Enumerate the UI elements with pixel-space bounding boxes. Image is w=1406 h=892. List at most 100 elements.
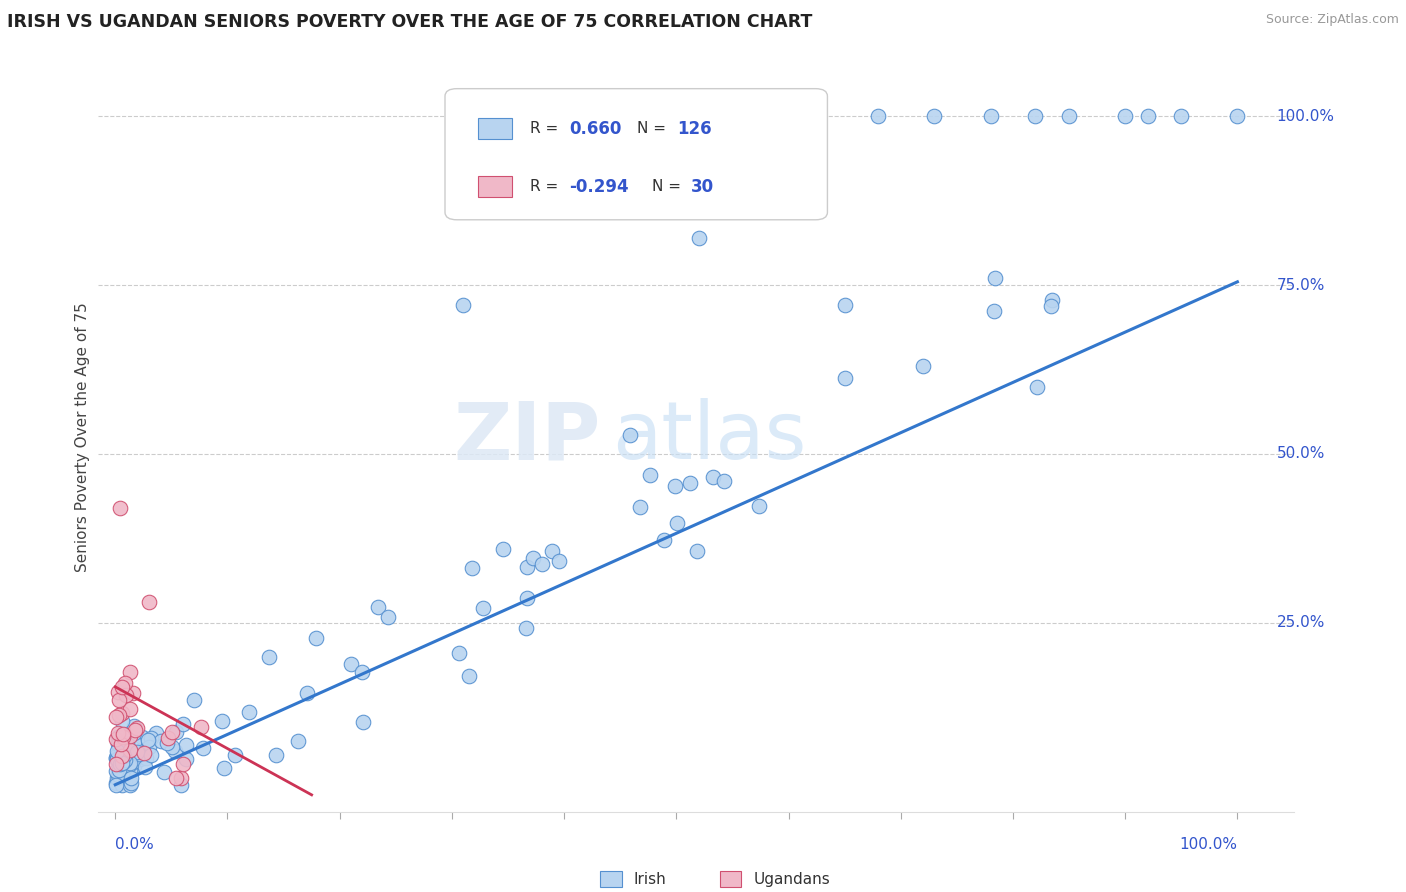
Point <box>108 764 131 779</box>
Point <box>713 474 735 488</box>
Point <box>516 591 538 605</box>
Point <box>105 732 128 747</box>
Point <box>451 298 474 312</box>
Point <box>138 739 160 754</box>
Point <box>122 725 145 739</box>
Point <box>138 595 160 609</box>
Point <box>264 747 287 762</box>
Point <box>912 359 935 374</box>
Point <box>224 748 246 763</box>
Point <box>128 747 150 762</box>
Text: R =: R = <box>530 179 562 194</box>
Point <box>1114 110 1136 124</box>
Point <box>115 747 138 762</box>
Text: 126: 126 <box>676 120 711 137</box>
Point <box>112 727 135 741</box>
Point <box>160 739 183 754</box>
Point <box>115 688 138 702</box>
Point <box>1039 299 1062 313</box>
Point <box>522 551 544 566</box>
Point <box>983 304 1005 318</box>
Point <box>108 707 131 722</box>
Point <box>120 742 142 756</box>
Point <box>105 756 128 771</box>
Point <box>107 685 129 699</box>
Text: ZIP: ZIP <box>453 398 600 476</box>
FancyBboxPatch shape <box>446 88 827 219</box>
Y-axis label: Seniors Poverty Over the Age of 75: Seniors Poverty Over the Age of 75 <box>75 302 90 572</box>
Point <box>619 428 641 442</box>
Text: 0.660: 0.660 <box>569 120 621 137</box>
Point <box>492 542 515 557</box>
Point <box>120 756 142 770</box>
Point <box>122 755 145 769</box>
Point <box>111 714 134 728</box>
Point <box>156 736 179 750</box>
Point <box>117 751 139 765</box>
Point <box>120 730 142 744</box>
Point <box>112 749 135 764</box>
Point <box>212 761 235 775</box>
Point <box>124 723 146 737</box>
Point <box>461 560 484 574</box>
Point <box>688 231 710 245</box>
Point <box>652 533 675 548</box>
Point <box>127 721 149 735</box>
FancyBboxPatch shape <box>478 118 512 139</box>
Point <box>108 754 131 768</box>
Point <box>447 647 470 661</box>
Point <box>105 751 128 765</box>
Point <box>834 371 856 385</box>
Point <box>638 468 661 483</box>
Point <box>111 755 134 769</box>
Text: 100.0%: 100.0% <box>1277 109 1334 124</box>
Point <box>127 745 149 759</box>
Point <box>211 714 233 728</box>
Point <box>174 752 197 766</box>
Point <box>1226 110 1249 124</box>
Point <box>377 609 399 624</box>
Point <box>1057 110 1080 124</box>
Text: IRISH VS UGANDAN SENIORS POVERTY OVER THE AGE OF 75 CORRELATION CHART: IRISH VS UGANDAN SENIORS POVERTY OVER TH… <box>7 13 813 31</box>
Point <box>110 748 132 763</box>
Text: -0.294: -0.294 <box>569 178 628 195</box>
Point <box>1025 380 1047 394</box>
Point <box>1024 110 1046 124</box>
Point <box>145 726 167 740</box>
Text: Ugandans: Ugandans <box>754 871 830 887</box>
Point <box>149 734 172 748</box>
Point <box>107 730 129 744</box>
Point <box>868 110 890 124</box>
Text: Source: ZipAtlas.com: Source: ZipAtlas.com <box>1265 13 1399 27</box>
Point <box>702 470 724 484</box>
Point <box>834 298 856 312</box>
Point <box>172 717 194 731</box>
Point <box>110 737 132 751</box>
Point <box>124 751 146 765</box>
Text: N =: N = <box>637 121 671 136</box>
Text: 75.0%: 75.0% <box>1277 277 1324 293</box>
Point <box>136 733 159 747</box>
Point <box>122 685 145 699</box>
Point <box>108 732 131 747</box>
Point <box>305 632 328 646</box>
Point <box>748 499 770 513</box>
Point <box>107 737 129 751</box>
Point <box>980 110 1002 124</box>
Text: Irish: Irish <box>634 871 666 887</box>
Point <box>1136 110 1159 124</box>
Point <box>108 739 131 753</box>
Point <box>105 710 128 724</box>
Point <box>120 775 142 789</box>
Point <box>111 756 134 770</box>
Text: R =: R = <box>530 121 562 136</box>
FancyBboxPatch shape <box>720 871 741 888</box>
Point <box>340 657 363 672</box>
Point <box>111 729 134 743</box>
Text: 30: 30 <box>692 178 714 195</box>
Point <box>111 730 134 744</box>
Point <box>129 751 152 765</box>
Point <box>665 516 688 530</box>
Point <box>664 479 686 493</box>
Point <box>1170 110 1192 124</box>
